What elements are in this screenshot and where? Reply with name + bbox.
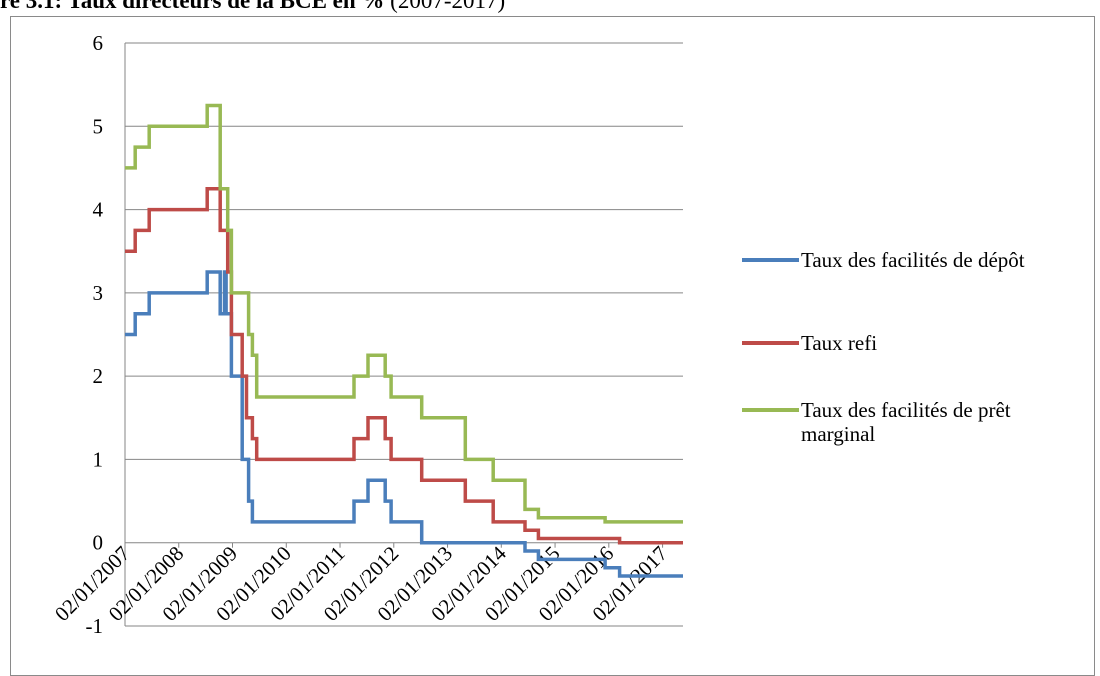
legend-label-taux-des-facilites-de-pret-marginal: Taux des facilités de prêt marginal	[801, 398, 1011, 446]
x-tick-labels: 02/01/200702/01/200802/01/200902/01/2010…	[50, 541, 672, 626]
series-line-taux-des-facilites-de-pret-marginal	[125, 103, 683, 524]
legend-label-taux-des-facilites-de-depot: Taux des facilités de dépôt	[801, 248, 1025, 272]
y-tick-label: 0	[93, 531, 104, 555]
legend: Taux des facilités de dépôt Taux refi Taux…	[742, 248, 1025, 446]
series-lines	[125, 103, 683, 578]
series-line-taux-refi	[125, 187, 683, 545]
y-tick-label: 1	[93, 447, 104, 471]
chart-title: re 3.1: Taux directeurs de la BCE en % (…	[0, 0, 505, 14]
y-tick-label: 4	[93, 198, 104, 222]
chart-title-main: re 3.1: Taux directeurs de la BCE en %	[0, 0, 385, 13]
y-tick-label: -1	[86, 614, 104, 638]
chart-title-period: (2007-2017)	[384, 0, 506, 13]
y-tick-labels: -1 0 1 2 3 4 5 6	[86, 31, 104, 638]
y-tick-label: 2	[93, 364, 104, 388]
y-tick-label: 5	[93, 114, 104, 138]
series-line-taux-des-facilites-de-depot	[125, 270, 683, 578]
y-tick-label: 3	[93, 281, 104, 305]
y-tick-label: 6	[93, 31, 104, 55]
legend-label-taux-refi: Taux refi	[801, 331, 877, 355]
